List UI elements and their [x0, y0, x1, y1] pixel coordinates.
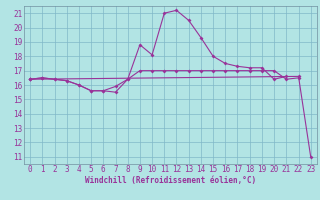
X-axis label: Windchill (Refroidissement éolien,°C): Windchill (Refroidissement éolien,°C): [85, 176, 256, 185]
